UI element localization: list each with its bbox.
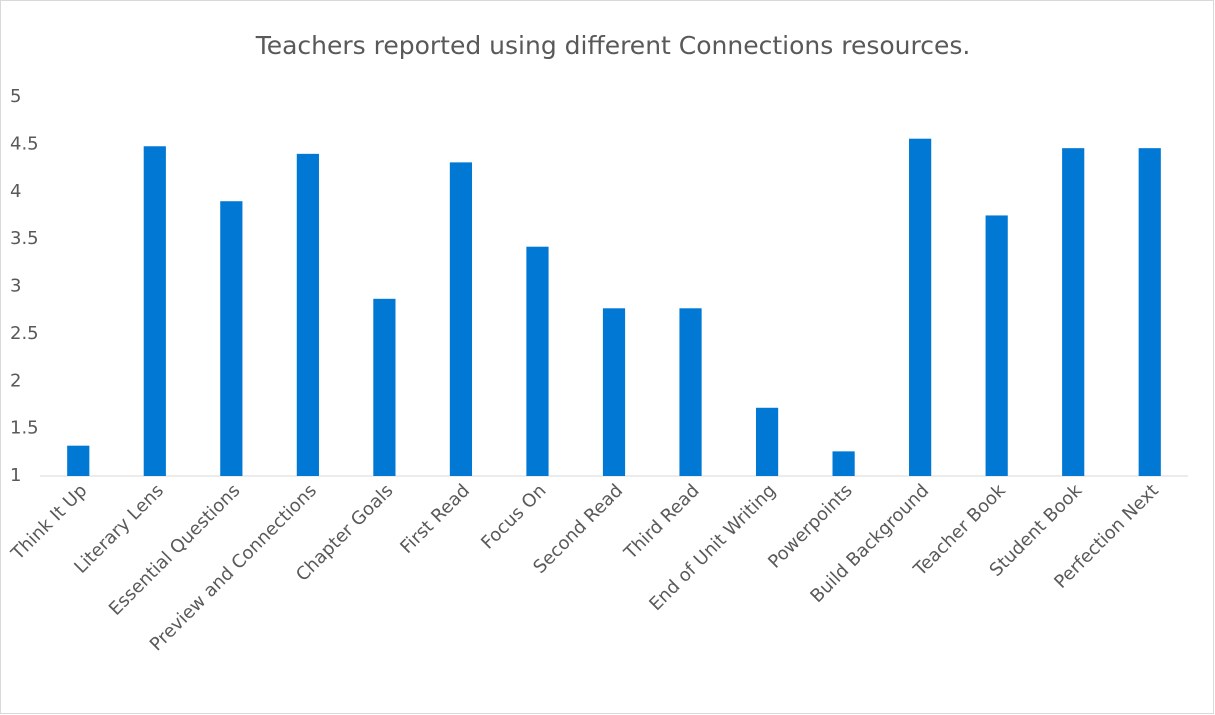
y-tick-label: 2.5 (10, 323, 39, 344)
bar (679, 308, 702, 476)
bar (1138, 148, 1161, 477)
y-tick-label: 1.5 (10, 418, 39, 439)
y-tick-label: 3.5 (10, 228, 39, 249)
bar (220, 201, 243, 476)
bar (602, 308, 626, 476)
chart-title: Teachers reported using different Connec… (255, 31, 971, 60)
bar (67, 445, 90, 476)
bar (832, 451, 855, 476)
y-tick-label: 5 (10, 86, 21, 107)
y-tick-label: 3 (10, 276, 21, 297)
bar (755, 407, 779, 476)
bar (373, 298, 396, 476)
y-tick-label: 1 (10, 465, 21, 486)
y-tick-label: 4.5 (10, 133, 39, 154)
bar (449, 162, 473, 476)
y-tick-label: 2 (10, 370, 21, 391)
bar (526, 246, 549, 476)
bar (909, 138, 932, 476)
bar (296, 153, 319, 476)
y-tick-label: 4 (10, 181, 21, 202)
bar (1062, 148, 1085, 477)
bar (985, 215, 1008, 476)
bar (143, 146, 166, 476)
